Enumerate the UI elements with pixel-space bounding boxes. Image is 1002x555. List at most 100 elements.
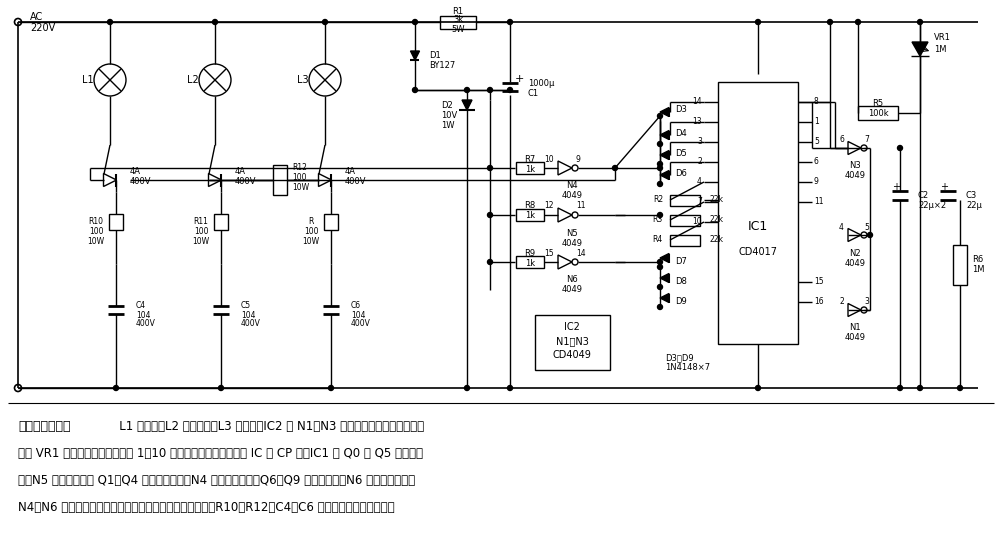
Text: 9: 9 [576,154,581,164]
Circle shape [507,386,512,391]
Text: C6: C6 [351,301,361,310]
Text: 期由 VR1 进行调整。调整范围为 1～10 秒之间。其脉冲信号加至 IC 的 CP 端。IC1 的 Q0 或 Q5 为高电平: 期由 VR1 进行调整。调整范围为 1～10 秒之间。其脉冲信号加至 IC 的 … [18,447,423,460]
Polygon shape [660,170,669,179]
Text: VR1: VR1 [934,33,951,43]
Text: 400V: 400V [351,320,371,329]
Text: 6: 6 [839,135,844,144]
Text: 10: 10 [692,218,702,226]
Text: 4049: 4049 [845,171,866,180]
Bar [858,106,898,120]
Text: 1M: 1M [934,46,947,54]
Polygon shape [912,42,928,56]
Text: 22μ×2: 22μ×2 [918,200,946,209]
Text: R10: R10 [88,218,103,226]
Text: +: + [892,182,900,192]
Text: D7: D7 [675,258,687,266]
Bar [670,235,700,245]
Circle shape [918,386,923,391]
Text: 220V: 220V [30,23,55,33]
Text: R9: R9 [524,249,535,258]
Circle shape [657,213,662,218]
Text: 1W: 1W [441,122,455,130]
Text: N5: N5 [566,229,578,238]
Text: R5: R5 [873,98,884,108]
Text: 400V: 400V [345,176,367,185]
Text: N6: N6 [566,275,578,285]
Circle shape [488,260,493,265]
Text: 5W: 5W [451,24,465,33]
Circle shape [329,386,334,391]
Text: 6: 6 [814,158,819,166]
Text: 10V: 10V [441,112,457,120]
Text: 100: 100 [89,228,103,236]
Circle shape [413,88,418,93]
Circle shape [657,142,662,147]
Text: C1: C1 [528,88,539,98]
Text: 104: 104 [241,310,256,320]
Text: 11: 11 [814,198,824,206]
Bar [535,315,610,370]
Text: 15: 15 [814,278,824,286]
Circle shape [756,19,761,24]
Text: 8: 8 [814,98,819,107]
Bar [273,165,287,195]
Circle shape [657,260,662,265]
Circle shape [507,19,512,24]
Text: N2: N2 [849,249,861,258]
Text: 10W: 10W [192,238,209,246]
Text: 104: 104 [136,310,150,320]
Text: D8: D8 [675,278,687,286]
Text: 10: 10 [544,154,554,164]
Text: N3: N3 [849,162,861,170]
Text: 3: 3 [697,138,702,147]
Circle shape [868,233,873,238]
Circle shape [507,88,512,93]
Polygon shape [660,150,669,159]
Text: 22k: 22k [710,235,724,245]
Bar [324,214,338,230]
Text: 4049: 4049 [561,285,582,295]
Text: R4: R4 [652,235,663,245]
Text: 400V: 400V [130,176,151,185]
Text: 100: 100 [292,174,307,183]
Text: D6: D6 [675,169,687,178]
Text: 15: 15 [544,249,554,258]
Text: L3: L3 [298,75,309,85]
Text: 12: 12 [544,201,554,210]
Circle shape [756,386,761,391]
Text: N1～N3: N1～N3 [555,336,588,346]
Text: 400V: 400V [136,320,156,329]
Text: D1: D1 [429,51,441,59]
Text: D4: D4 [675,129,686,138]
Text: D5: D5 [675,149,686,158]
Text: +: + [515,74,524,84]
Text: 7: 7 [864,135,869,144]
Text: 4A: 4A [130,166,141,175]
Text: C5: C5 [241,301,252,310]
Circle shape [856,19,861,24]
Text: 22k: 22k [710,195,724,204]
Bar [109,214,123,230]
Circle shape [657,114,662,119]
Circle shape [488,88,493,93]
Text: L2: L2 [187,75,198,85]
Text: C3: C3 [966,190,977,199]
Text: R8: R8 [524,201,536,210]
Bar [214,214,228,230]
Text: 10W: 10W [87,238,104,246]
Text: 10W: 10W [292,184,310,193]
Text: 10W: 10W [303,238,320,246]
Text: 13: 13 [692,118,702,127]
Circle shape [323,19,328,24]
Text: 16: 16 [814,297,824,306]
Text: 1k: 1k [525,211,535,220]
Text: 14: 14 [692,98,702,107]
Text: 100: 100 [193,228,208,236]
Text: 1k: 1k [525,259,535,268]
Circle shape [657,181,662,186]
Text: L1: L1 [82,75,94,85]
Text: 交通灯光控制器: 交通灯光控制器 [18,420,70,433]
Text: 4049: 4049 [561,239,582,248]
Text: L1 为红灯，L2 为桨黄灯，L3 为绻灯。IC2 的 N1～N3 组成多谐振荡器，其振荡周: L1 为红灯，L2 为桨黄灯，L3 为绻灯。IC2 的 N1～N3 组成多谐振荡… [108,420,424,433]
Circle shape [898,145,903,150]
